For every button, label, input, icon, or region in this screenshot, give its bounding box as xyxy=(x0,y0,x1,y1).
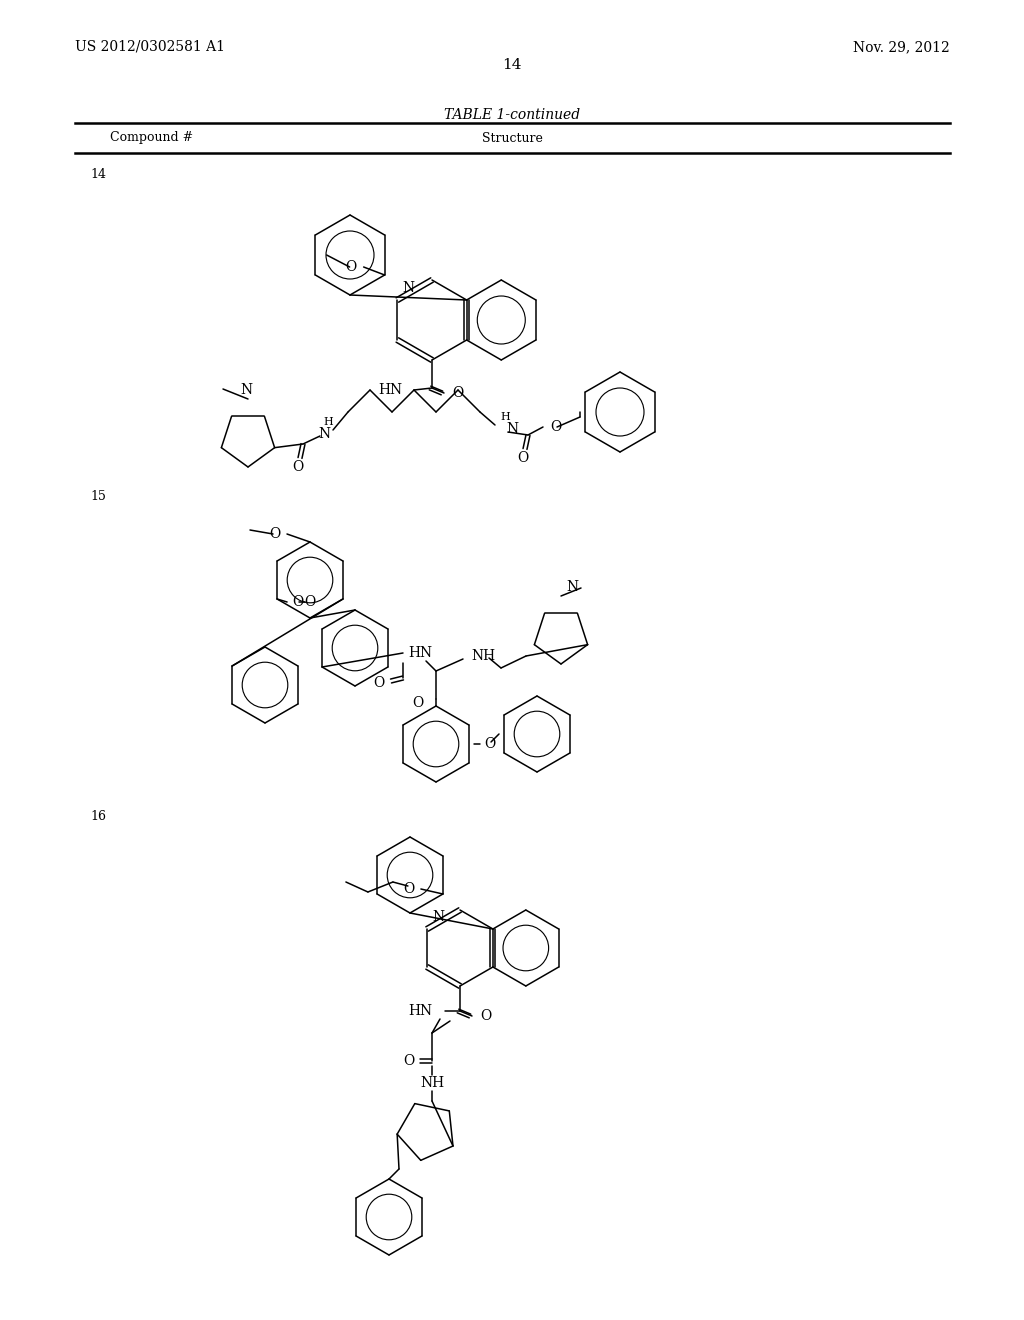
Text: 14: 14 xyxy=(502,58,522,73)
Text: H: H xyxy=(500,412,510,422)
Text: Nov. 29, 2012: Nov. 29, 2012 xyxy=(853,40,950,54)
Text: N: N xyxy=(317,426,330,441)
Text: TABLE 1-continued: TABLE 1-continued xyxy=(444,108,580,121)
Text: HN: HN xyxy=(408,645,432,660)
Text: N: N xyxy=(566,579,579,594)
Text: 14: 14 xyxy=(90,168,106,181)
Text: N: N xyxy=(240,383,252,397)
Text: Structure: Structure xyxy=(481,132,543,144)
Text: O: O xyxy=(293,459,304,474)
Text: Compound #: Compound # xyxy=(110,132,194,144)
Text: O: O xyxy=(413,696,424,710)
Text: HN: HN xyxy=(378,383,402,397)
Text: O: O xyxy=(452,385,463,400)
Text: O: O xyxy=(345,260,356,275)
Text: O: O xyxy=(517,451,528,465)
Text: O: O xyxy=(403,882,415,896)
Text: N: N xyxy=(432,909,444,924)
Text: NH: NH xyxy=(471,649,496,663)
Text: O: O xyxy=(550,420,561,434)
Text: NH: NH xyxy=(420,1076,444,1090)
Text: O: O xyxy=(292,595,303,609)
Text: N: N xyxy=(506,422,518,436)
Text: O: O xyxy=(480,1008,492,1023)
Text: 16: 16 xyxy=(90,810,106,822)
Text: O: O xyxy=(268,527,280,541)
Text: H: H xyxy=(324,417,333,426)
Text: US 2012/0302581 A1: US 2012/0302581 A1 xyxy=(75,40,225,54)
Text: O: O xyxy=(402,1053,414,1068)
Text: O: O xyxy=(304,595,315,609)
Text: N: N xyxy=(402,281,415,294)
Text: HN: HN xyxy=(408,1005,432,1018)
Text: 15: 15 xyxy=(90,490,105,503)
Text: O: O xyxy=(374,676,385,690)
Text: O: O xyxy=(484,737,496,751)
